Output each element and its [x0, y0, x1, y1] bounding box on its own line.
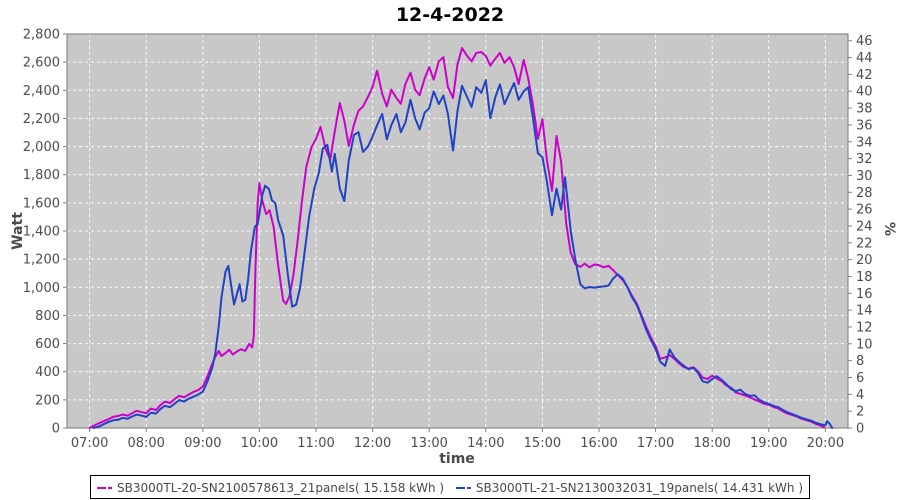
y2-axis-title: %	[881, 222, 897, 236]
y2-axis-tick-label: 22	[856, 236, 873, 251]
y-axis-tick-label: 2,400	[23, 84, 60, 99]
y2-axis-tick-label: 8	[856, 354, 864, 369]
x-axis-title: time	[439, 451, 475, 467]
y2-axis-tick-label: 30	[856, 169, 873, 184]
x-axis-tick-label: 14:00	[467, 436, 504, 451]
y-axis-tick-label: 1,000	[23, 281, 60, 296]
y-axis-tick-label: 800	[35, 309, 60, 324]
x-axis-tick-label: 16:00	[580, 436, 617, 451]
y-axis-tick-label: 2,800	[23, 28, 60, 43]
legend-item-inverter-20: SB3000TL-20-SN2100578613_21panels( 15.15…	[96, 480, 445, 497]
y2-axis-tick-label: 38	[856, 102, 873, 117]
y2-axis-tick-label: 46	[856, 34, 873, 49]
x-axis-tick-label: 15:00	[524, 436, 561, 451]
y-axis-tick-label: 1,200	[23, 253, 60, 268]
chart-title: 12-4-2022	[395, 4, 505, 26]
y-axis-title: Watt	[10, 212, 26, 250]
y2-axis-tick-label: 12	[856, 320, 873, 335]
x-axis-tick-label: 13:00	[410, 436, 447, 451]
y-axis-tick-label: 2,600	[23, 56, 60, 71]
y2-axis-tick-label: 6	[856, 371, 864, 386]
x-axis-tick-label: 10:00	[241, 436, 278, 451]
y-axis-tick-label: 0	[52, 422, 60, 437]
x-axis-tick-label: 18:00	[693, 436, 730, 451]
x-axis-tick-label: 11:00	[297, 436, 334, 451]
y2-axis-tick-label: 40	[856, 85, 873, 100]
y-axis-tick-label: 600	[35, 337, 60, 352]
y-axis-tick-label: 1,400	[23, 225, 60, 240]
x-axis-tick-label: 09:00	[184, 436, 221, 451]
y2-axis-tick-label: 28	[856, 186, 873, 201]
series-line-2	[92, 79, 834, 429]
y-axis-tick-label: 1,600	[23, 196, 60, 211]
y2-axis-tick-label: 10	[856, 337, 873, 352]
y2-axis-tick-label: 20	[856, 253, 873, 268]
chart-legend: SB3000TL-20-SN2100578613_21panels( 15.15…	[89, 475, 811, 499]
y-axis-tick-label: 2,200	[23, 112, 60, 127]
series-2-legend-marker	[455, 487, 471, 489]
x-axis-tick-label: 19:00	[750, 436, 787, 451]
y2-axis-tick-label: 16	[856, 287, 873, 302]
y2-axis-tick-label: 14	[856, 304, 873, 319]
y2-axis-tick-label: 42	[856, 68, 873, 83]
series-1-legend-marker	[96, 487, 112, 489]
y2-axis-tick-label: 44	[856, 51, 873, 66]
x-axis-tick-label: 12:00	[354, 436, 391, 451]
y-axis-tick-label: 2,000	[23, 140, 60, 155]
y-axis-tick-label: 200	[35, 393, 60, 408]
legend-item-inverter-21: SB3000TL-21-SN2130032031_19panels( 14.43…	[455, 480, 804, 497]
x-axis-tick-label: 07:00	[71, 436, 108, 451]
x-axis-tick-label: 08:00	[127, 436, 164, 451]
solar-production-chart: 02004006008001,0001,2001,4001,6001,8002,…	[10, 28, 897, 468]
y2-axis-tick-label: 2	[856, 405, 864, 420]
y2-axis-tick-label: 0	[856, 422, 864, 437]
y2-axis-tick-label: 24	[856, 219, 873, 234]
y2-axis-tick-label: 26	[856, 203, 873, 218]
x-axis-tick-label: 17:00	[637, 436, 674, 451]
series-1-legend-label: SB3000TL-20-SN2100578613_21panels( 15.15…	[116, 480, 445, 495]
series-2-legend-label: SB3000TL-21-SN2130032031_19panels( 14.43…	[475, 480, 804, 495]
y-axis-tick-label: 400	[35, 365, 60, 380]
y2-axis-tick-label: 32	[856, 152, 873, 167]
y2-axis-tick-label: 18	[856, 270, 873, 285]
y2-axis-tick-label: 34	[856, 135, 873, 150]
y2-axis-tick-label: 4	[856, 388, 864, 403]
y-axis-tick-label: 1,800	[23, 168, 60, 183]
x-axis-tick-label: 20:00	[807, 436, 844, 451]
y2-axis-tick-label: 36	[856, 118, 873, 133]
